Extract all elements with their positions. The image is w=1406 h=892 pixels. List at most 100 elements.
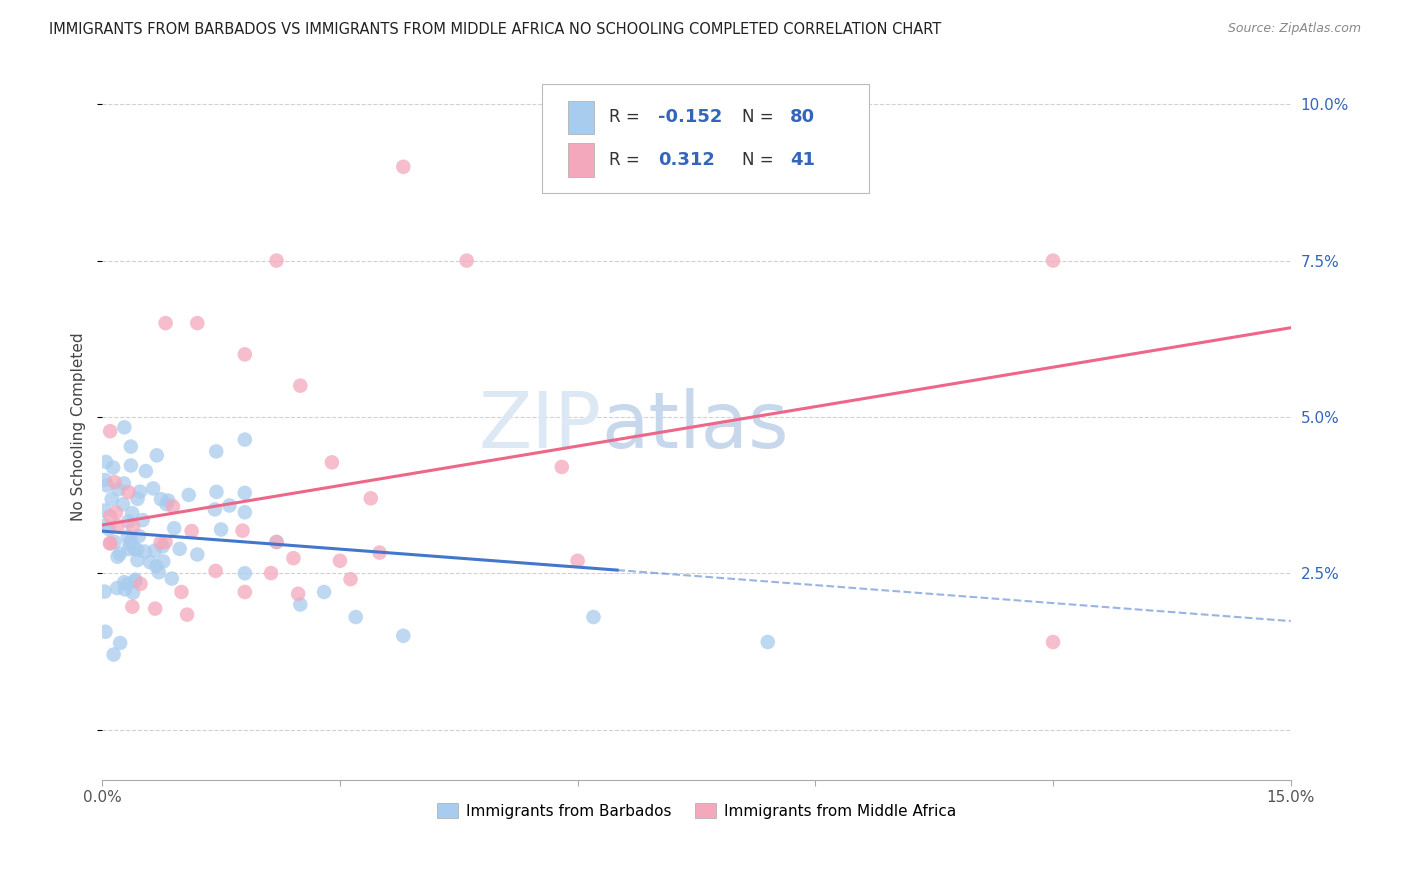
Point: [1042, 253, 1064, 268]
Point: [456, 253, 478, 268]
Point: [124, 541, 146, 556]
Point: [143, 543, 166, 558]
Point: [204, 564, 226, 578]
Point: [233, 486, 256, 500]
Text: IMMIGRANTS FROM BARBADOS VS IMMIGRANTS FROM MIDDLE AFRICA NO SCHOOLING COMPLETED: IMMIGRANTS FROM BARBADOS VS IMMIGRANTS F…: [49, 22, 942, 37]
Point: [135, 464, 157, 478]
Text: atlas: atlas: [602, 388, 789, 465]
Bar: [568, 143, 595, 177]
Point: [98, 424, 121, 438]
Point: [120, 440, 142, 454]
Point: [117, 485, 139, 500]
Point: [128, 529, 150, 543]
Text: Source: ZipAtlas.com: Source: ZipAtlas.com: [1227, 22, 1361, 36]
Point: [127, 553, 149, 567]
Point: [129, 484, 152, 499]
Point: [142, 482, 165, 496]
Point: [107, 483, 129, 497]
Point: [287, 587, 309, 601]
Point: [124, 574, 146, 588]
Point: [205, 444, 228, 458]
Point: [108, 636, 131, 650]
Point: [155, 316, 177, 330]
Point: [98, 536, 121, 550]
Text: N =: N =: [741, 151, 779, 169]
Point: [218, 499, 240, 513]
Point: [339, 572, 361, 586]
Point: [344, 610, 367, 624]
Point: [169, 541, 191, 556]
Point: [149, 535, 172, 549]
Point: [155, 497, 177, 511]
Point: [121, 599, 143, 614]
Point: [120, 533, 142, 548]
Point: [368, 545, 391, 559]
Point: [127, 491, 149, 506]
FancyBboxPatch shape: [541, 84, 869, 193]
Point: [233, 585, 256, 599]
Point: [93, 503, 115, 517]
Point: [567, 554, 589, 568]
Point: [145, 559, 167, 574]
Point: [94, 455, 117, 469]
Point: [127, 542, 149, 557]
Point: [1042, 635, 1064, 649]
Point: [160, 572, 183, 586]
Point: [129, 577, 152, 591]
Text: 0.312: 0.312: [658, 151, 716, 169]
Point: [152, 540, 174, 554]
Point: [582, 610, 605, 624]
Point: [100, 492, 122, 507]
Point: [112, 420, 135, 434]
Point: [103, 475, 125, 489]
Point: [260, 566, 283, 580]
Point: [205, 484, 228, 499]
Point: [266, 535, 288, 549]
Point: [120, 458, 142, 473]
Point: [94, 624, 117, 639]
Point: [117, 529, 139, 543]
Point: [104, 535, 127, 549]
Point: [139, 555, 162, 569]
Point: [204, 502, 226, 516]
Point: [134, 544, 156, 558]
Text: 41: 41: [790, 151, 815, 169]
Point: [360, 491, 382, 506]
Point: [104, 506, 127, 520]
Point: [101, 460, 124, 475]
Point: [266, 253, 288, 268]
Point: [121, 506, 143, 520]
Point: [170, 585, 193, 599]
Legend: Immigrants from Barbados, Immigrants from Middle Africa: Immigrants from Barbados, Immigrants fro…: [432, 797, 962, 825]
Text: R =: R =: [609, 151, 650, 169]
Point: [98, 522, 121, 536]
Point: [117, 577, 139, 591]
Point: [146, 448, 169, 462]
Text: R =: R =: [609, 109, 644, 127]
Point: [117, 542, 139, 557]
Point: [163, 521, 186, 535]
Point: [233, 505, 256, 519]
Point: [186, 316, 208, 330]
Point: [107, 519, 129, 533]
Point: [177, 488, 200, 502]
Point: [94, 473, 117, 487]
Y-axis label: No Schooling Completed: No Schooling Completed: [72, 332, 86, 521]
Point: [155, 535, 177, 549]
Point: [180, 524, 202, 538]
Point: [148, 566, 170, 580]
Point: [112, 476, 135, 491]
Point: [98, 509, 121, 524]
Text: 80: 80: [790, 109, 815, 127]
Point: [103, 648, 125, 662]
Point: [266, 535, 288, 549]
Point: [321, 455, 343, 469]
Point: [117, 515, 139, 529]
Text: -0.152: -0.152: [658, 109, 723, 127]
Point: [122, 519, 145, 533]
Point: [233, 566, 256, 581]
Point: [290, 598, 312, 612]
Point: [186, 548, 208, 562]
Point: [176, 607, 198, 622]
Point: [149, 492, 172, 507]
